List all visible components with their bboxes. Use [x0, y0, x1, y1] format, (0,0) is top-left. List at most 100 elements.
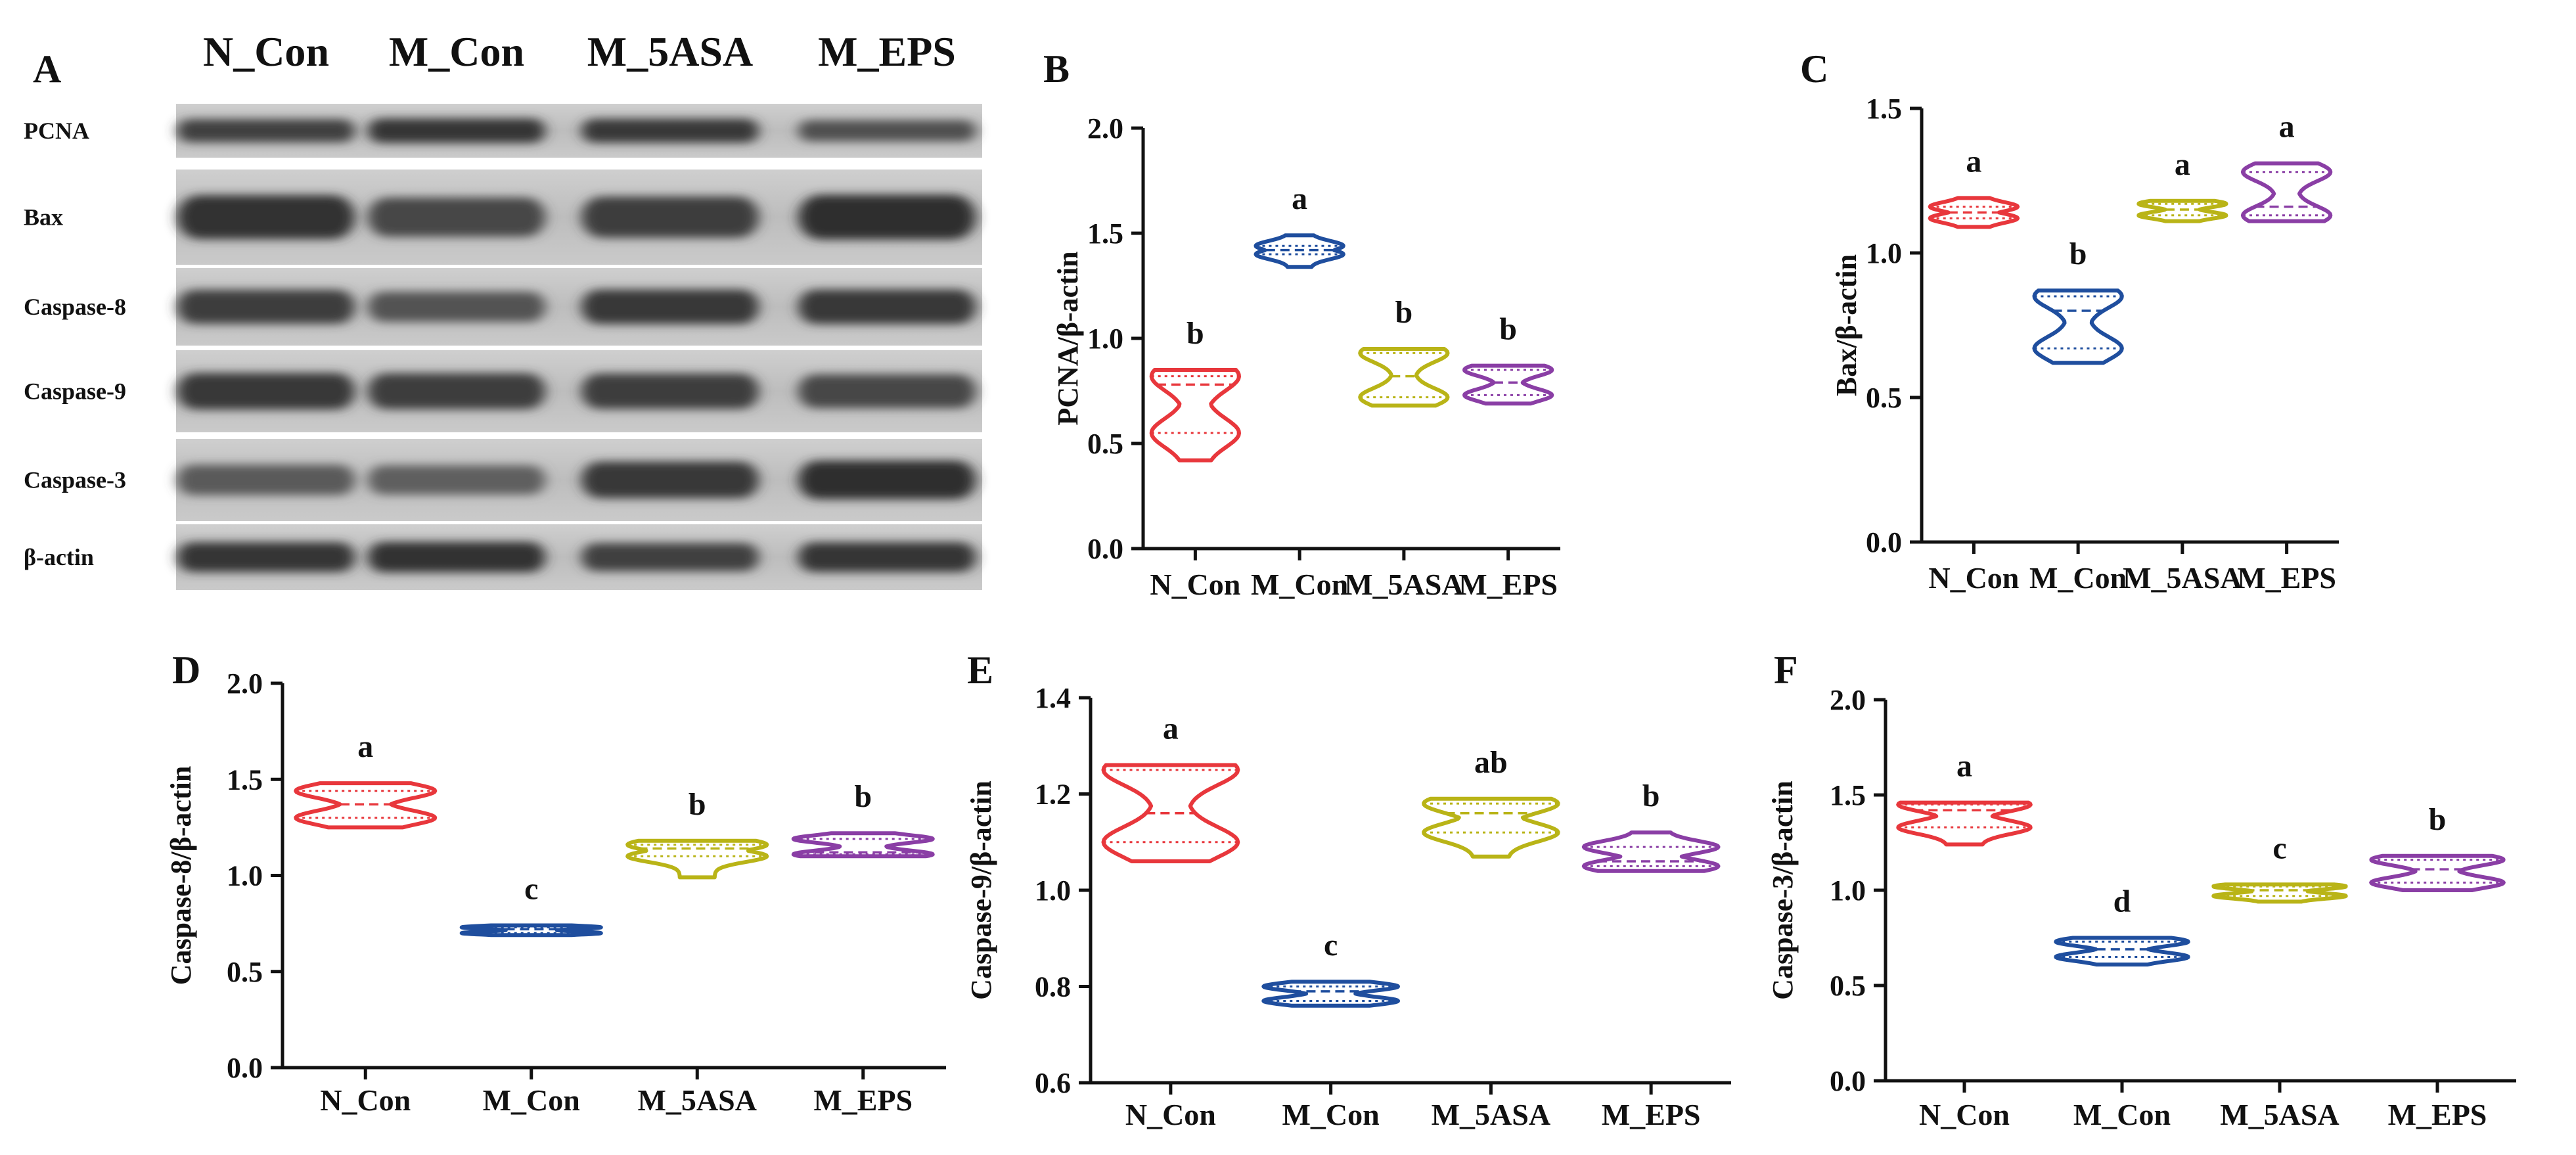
x-category-label: M_5ASA	[638, 1083, 757, 1117]
violin-m-con	[2032, 288, 2124, 365]
significance-letter-n-con: a	[1966, 144, 1981, 179]
panel-label-a: A	[33, 47, 61, 91]
significance-letter-m-5asa: c	[2272, 830, 2286, 865]
x-category-label: M_Con	[483, 1083, 580, 1117]
panel-label-b: B	[1043, 47, 1070, 91]
blot-band-m-con	[368, 541, 545, 573]
violin-n-con	[1928, 196, 2020, 229]
significance-letter-m-con: d	[2113, 884, 2131, 919]
y-tick-label: 1.5	[1830, 779, 1866, 811]
chart-panel-f: 0.0 0.5 1.0 1.5 2.0 N_Con M_Con M_5ASA M_EPS Casp…	[1767, 684, 2516, 1131]
x-category-label: M_5ASA	[1344, 568, 1463, 601]
blot-band-n-con	[177, 542, 355, 572]
blot-row-caspase-3: Caspase-3	[24, 439, 982, 521]
violin-m-eps	[1462, 363, 1554, 406]
blot-column-m-5asa: M_5ASA	[587, 28, 753, 75]
blot-row-pcna: PCNA	[24, 104, 982, 158]
blot-column-n-con: N_Con	[203, 28, 329, 75]
x-category-label: N_Con	[1125, 1098, 1216, 1131]
blot-column-m-con: M_Con	[389, 28, 524, 75]
blot-band-n-con	[177, 290, 355, 324]
y-axis-title: PCNA/β-actin	[1052, 251, 1084, 425]
violin-m-con	[1261, 980, 1400, 1008]
blot-row-label: Caspase-9	[24, 378, 126, 405]
y-axis-title: Caspase-9/β-actin	[965, 781, 997, 1000]
blot-band-m-con	[368, 118, 545, 143]
blot-column-m-eps: M_EPS	[818, 28, 956, 75]
violin-m-eps	[2369, 853, 2506, 892]
y-tick-label: 1.0	[1866, 237, 1902, 269]
blot-band-m-5asa	[581, 461, 759, 499]
y-tick-label: 1.5	[1866, 93, 1902, 125]
y-tick-label: 1.0	[1830, 874, 1866, 907]
significance-letter-m-eps: b	[854, 779, 872, 814]
panel-label-d: D	[172, 648, 200, 692]
y-tick-label: 0.5	[1866, 382, 1902, 414]
blot-band-m-5asa	[581, 543, 759, 572]
significance-letter-n-con: a	[357, 729, 373, 764]
blot-band-m-5asa	[581, 118, 759, 143]
y-tick-label: 2.0	[1087, 112, 1123, 145]
x-category-label: M_Con	[2029, 561, 2127, 595]
y-tick-label: 1.0	[1087, 323, 1123, 355]
blot-row-caspase-9: Caspase-9	[24, 350, 982, 432]
x-category-label: M_Con	[1282, 1098, 1380, 1131]
violin-n-con	[1149, 368, 1241, 463]
significance-letter-m-con: c	[1324, 928, 1338, 962]
violin-m-5asa	[625, 838, 769, 880]
blot-band-m-5asa	[581, 373, 759, 409]
panel-label-c: C	[1800, 47, 1828, 91]
blot-row-actin: β-actin	[24, 524, 982, 590]
violin-m-eps	[2240, 161, 2333, 223]
y-tick-label: 0.0	[1087, 533, 1123, 565]
blot-row-bax: Bax	[24, 170, 982, 265]
x-category-label: M_EPS	[2388, 1098, 2487, 1131]
significance-letter-m-5asa: a	[2175, 147, 2190, 182]
violin-m-5asa	[1358, 347, 1450, 408]
y-tick-label: 2.0	[227, 668, 263, 700]
significance-letter-m-5asa: ab	[1474, 745, 1508, 780]
y-tick-label: 1.2	[1035, 779, 1071, 811]
blot-row-label: β-actin	[24, 544, 94, 570]
blot-band-m-eps	[798, 194, 976, 240]
x-category-label: M_5ASA	[2220, 1098, 2339, 1131]
x-category-label: M_5ASA	[1432, 1098, 1550, 1131]
western-blot-panel: A N_Con M_Con M_5ASA M_EPS PCNA Bax Caspas…	[24, 28, 982, 590]
blot-band-m-eps	[798, 374, 976, 409]
violin-n-con	[294, 781, 438, 830]
violin-m-con	[1254, 233, 1345, 269]
blot-band-m-con	[368, 197, 545, 237]
blot-band-m-5asa	[581, 289, 759, 325]
chart-panel-e: 0.6 0.8 1.0 1.2 1.4 N_Con M_Con M_5ASA M_EPS Casp…	[965, 682, 1731, 1131]
y-tick-label: 0.8	[1035, 971, 1071, 1003]
x-category-label: M_EPS	[1458, 568, 1558, 601]
blot-band-m-eps	[798, 542, 976, 572]
blot-band-n-con	[177, 194, 355, 240]
blot-row-label: Caspase-3	[24, 467, 126, 493]
significance-letter-m-eps: b	[1642, 779, 1660, 813]
significance-letter-n-con: a	[1956, 749, 1972, 784]
y-tick-label: 0.5	[1830, 970, 1866, 1002]
x-category-label: M_EPS	[1602, 1098, 1701, 1131]
y-axis-title: Bax/β-actin	[1830, 254, 1863, 396]
y-tick-label: 0.0	[227, 1052, 263, 1084]
y-axis-title: Caspase-3/β-actin	[1767, 781, 1799, 1000]
x-category-label: N_Con	[1928, 561, 2019, 595]
panel-label-e: E	[967, 648, 993, 692]
violin-n-con	[1101, 763, 1240, 863]
significance-letter-m-eps: b	[1499, 312, 1517, 347]
chart-panel-d: 0.0 0.5 1.0 1.5 2.0 N_Con M_Con M_5ASA M_EPS Casp…	[165, 668, 946, 1117]
significance-letter-n-con: a	[1163, 712, 1179, 746]
y-tick-label: 0.0	[1866, 526, 1902, 558]
blot-band-n-con	[177, 464, 355, 495]
significance-letter-m-eps: b	[2429, 802, 2447, 837]
blot-band-m-5asa	[581, 196, 759, 238]
violin-m-eps	[791, 831, 935, 859]
blot-band-n-con	[177, 119, 355, 143]
y-tick-label: 1.5	[1087, 217, 1123, 250]
panel-label-f: F	[1774, 648, 1798, 692]
y-tick-label: 0.5	[227, 956, 263, 988]
